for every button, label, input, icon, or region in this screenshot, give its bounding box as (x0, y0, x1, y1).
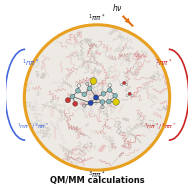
Circle shape (113, 99, 119, 105)
Circle shape (131, 94, 133, 97)
Circle shape (108, 84, 112, 87)
Circle shape (128, 92, 131, 95)
Circle shape (83, 104, 86, 107)
Circle shape (101, 91, 106, 96)
Circle shape (121, 84, 123, 86)
Circle shape (100, 100, 105, 104)
Circle shape (82, 92, 87, 97)
Text: $^1n\pi^*$: $^1n\pi^*$ (22, 57, 39, 69)
Circle shape (77, 84, 81, 88)
Circle shape (107, 88, 112, 93)
Text: $^3n\pi^*/^3\pi\pi^*$: $^3n\pi^*/^3\pi\pi^*$ (144, 122, 177, 131)
Circle shape (94, 95, 99, 100)
Circle shape (24, 25, 170, 170)
Circle shape (126, 84, 128, 86)
Text: QM/MM calculations: QM/MM calculations (50, 176, 144, 185)
Circle shape (126, 94, 128, 97)
Circle shape (123, 81, 126, 84)
Circle shape (86, 82, 89, 85)
Circle shape (90, 78, 97, 84)
Text: $^1n\pi^*/^3\pi\pi^*$: $^1n\pi^*/^3\pi\pi^*$ (17, 122, 50, 131)
Text: $^3n\pi^*$: $^3n\pi^*$ (155, 57, 172, 69)
Circle shape (113, 93, 118, 98)
Circle shape (101, 105, 104, 109)
Text: $h\nu$: $h\nu$ (113, 2, 123, 13)
Circle shape (88, 100, 93, 105)
Text: $^1\pi\pi^*$: $^1\pi\pi^*$ (88, 13, 106, 24)
Circle shape (75, 88, 80, 93)
Circle shape (70, 94, 75, 99)
Circle shape (87, 86, 92, 91)
Text: $^3\pi\pi^*$: $^3\pi\pi^*$ (88, 170, 106, 181)
Circle shape (73, 101, 78, 106)
Circle shape (107, 99, 111, 104)
Circle shape (65, 98, 71, 103)
